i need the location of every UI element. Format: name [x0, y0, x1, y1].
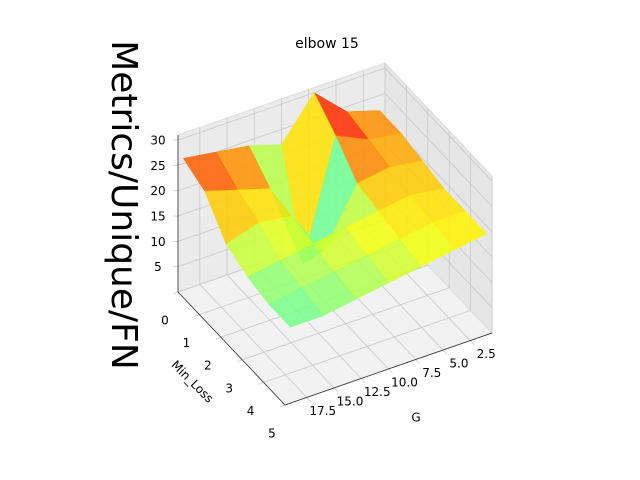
y-tick-label: 4 [247, 404, 255, 418]
tick-mark [442, 349, 448, 355]
z-tick-label: 25 [150, 159, 165, 173]
tick-mark [172, 291, 179, 295]
tick-mark [194, 314, 200, 317]
z-tick-label: 15 [150, 210, 165, 224]
tick-mark [469, 340, 475, 345]
chart-title: elbow 15 [295, 36, 359, 52]
z-tick-label: 30 [150, 134, 165, 148]
grid-line [242, 287, 450, 361]
grid-line [384, 67, 493, 182]
tick-mark [360, 378, 366, 383]
y-tick-label: 2 [204, 359, 212, 373]
y-tick-label: 0 [161, 314, 169, 328]
axis-line [177, 291, 286, 406]
y-tick-label: 3 [225, 381, 233, 395]
y-tick-label: 5 [268, 427, 276, 441]
x-tick-label: 2.5 [477, 347, 496, 361]
grid-line [226, 274, 335, 389]
grid-line [177, 67, 386, 141]
grid-line [199, 284, 308, 398]
z-axis-label: Metrics/Unique/FN [103, 40, 144, 370]
y-tick-label: 1 [183, 336, 191, 350]
x-tick-label: 15.0 [337, 394, 364, 408]
tick-mark [215, 336, 221, 340]
x-axis-label: G [411, 411, 420, 425]
tick-mark [333, 387, 339, 393]
x-tick-label: 17.5 [309, 404, 336, 418]
z-tick-label: 20 [150, 184, 165, 198]
tick-mark [306, 397, 312, 402]
tick-mark [388, 368, 393, 374]
surface-cell [268, 287, 324, 328]
grid-line [263, 310, 471, 383]
tick-mark [237, 359, 243, 363]
z-tick-label: 10 [150, 235, 165, 249]
axis-line [284, 332, 493, 406]
x-tick-label: 5.0 [449, 357, 468, 371]
z-tick-label: 5 [154, 260, 162, 274]
x-tick-label: 12.5 [364, 385, 391, 399]
tick-mark [279, 404, 286, 408]
x-tick-label: 10.0 [391, 376, 418, 390]
tick-mark [258, 382, 264, 385]
grid-line [384, 93, 493, 207]
x-tick-label: 7.5 [422, 366, 441, 380]
tick-mark [415, 359, 421, 364]
